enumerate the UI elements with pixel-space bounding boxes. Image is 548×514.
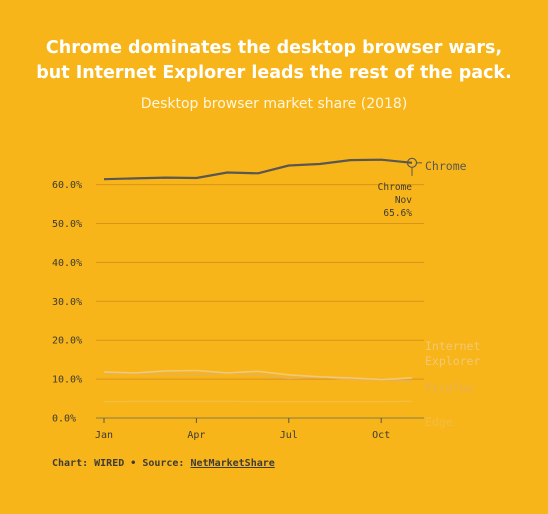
- source-link[interactable]: NetMarketShare: [190, 458, 275, 469]
- x-tick-label: Oct: [372, 430, 390, 441]
- series-label-edge: Edge: [425, 415, 453, 429]
- chart-title: Chrome dominates the desktop browser war…: [0, 36, 548, 86]
- x-tick-label: Jan: [95, 430, 113, 441]
- annotation-series: Chrome: [378, 182, 413, 193]
- y-tick-label: 20.0%: [52, 336, 82, 347]
- chart-title-line-1: Chrome dominates the desktop browser war…: [45, 38, 503, 58]
- annotation-value: 65.6%: [383, 208, 412, 219]
- x-tick-label: Jul: [280, 430, 298, 441]
- series-line-internet-explorer: [103, 369, 413, 381]
- series-label-firefox: Firefox: [425, 381, 474, 395]
- annotation-month: Nov: [395, 195, 412, 206]
- y-tick-label: 40.0%: [52, 258, 82, 269]
- source-label: Source:: [142, 458, 191, 469]
- series-line-firefox: [103, 372, 413, 382]
- y-tick-label: 10.0%: [52, 375, 82, 386]
- y-tick-label: 30.0%: [52, 297, 82, 308]
- y-tick-label: 50.0%: [52, 219, 82, 230]
- y-tick-label: 0.0%: [52, 414, 76, 425]
- series-label-internet-explorer: Internet Explorer: [425, 339, 480, 368]
- chart-credit: Chart: WIRED: [52, 458, 125, 469]
- series-label-chrome: Chrome: [425, 159, 467, 173]
- chart-subtitle: Desktop browser market share (2018): [140, 96, 408, 112]
- y-tick-label: 60.0%: [52, 180, 82, 191]
- x-tick-label: Apr: [187, 430, 205, 441]
- series-line-chrome: [103, 158, 413, 181]
- footer-separator: •: [124, 458, 143, 469]
- chart-footer: Chart: WIRED • Source: NetMarketShare: [52, 458, 275, 469]
- chart-title-line-2: but Internet Explorer leads the rest of …: [36, 63, 512, 83]
